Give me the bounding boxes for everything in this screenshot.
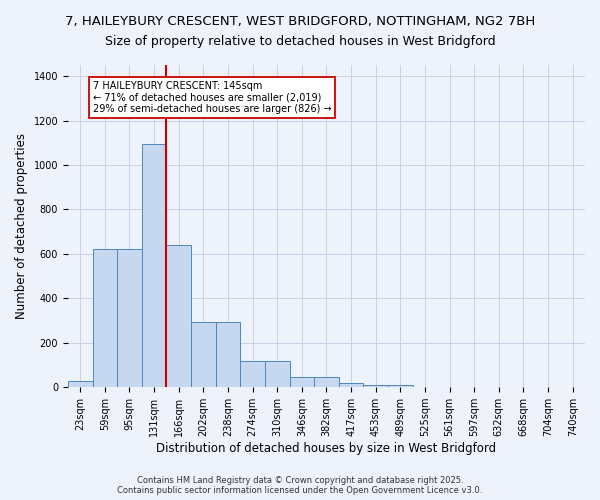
X-axis label: Distribution of detached houses by size in West Bridgford: Distribution of detached houses by size … [157,442,497,455]
Bar [240,360,265,387]
Y-axis label: Number of detached properties: Number of detached properties [15,133,28,319]
Bar [191,322,215,387]
Bar [68,380,92,387]
Bar [265,360,290,387]
Bar [314,377,339,387]
Bar [166,245,191,387]
Bar [388,385,413,387]
Bar [364,385,388,387]
Bar [215,322,240,387]
Text: Contains HM Land Registry data © Crown copyright and database right 2025.
Contai: Contains HM Land Registry data © Crown c… [118,476,482,495]
Bar [92,250,117,387]
Bar [142,144,166,387]
Text: 7 HAILEYBURY CRESCENT: 145sqm
← 71% of detached houses are smaller (2,019)
29% o: 7 HAILEYBURY CRESCENT: 145sqm ← 71% of d… [92,80,331,114]
Text: 7, HAILEYBURY CRESCENT, WEST BRIDGFORD, NOTTINGHAM, NG2 7BH: 7, HAILEYBURY CRESCENT, WEST BRIDGFORD, … [65,15,535,28]
Bar [117,250,142,387]
Bar [290,377,314,387]
Bar [339,383,364,387]
Text: Size of property relative to detached houses in West Bridgford: Size of property relative to detached ho… [104,35,496,48]
